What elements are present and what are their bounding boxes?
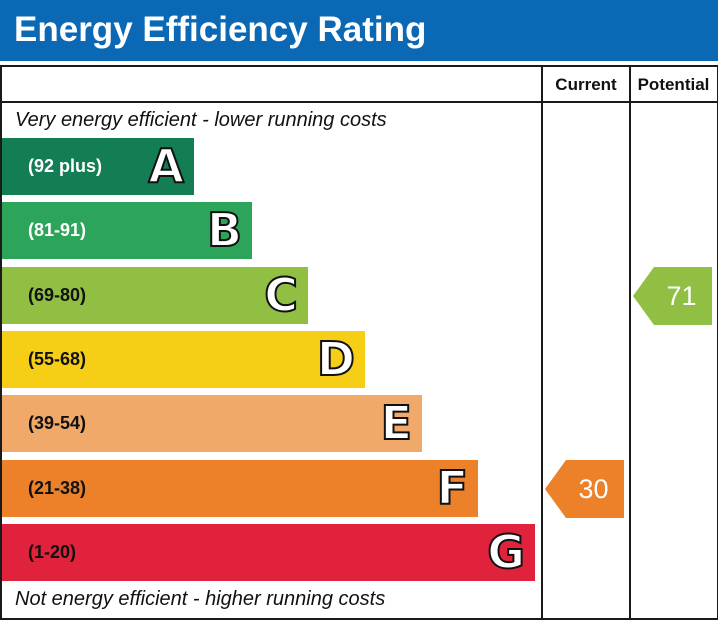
- potential-column-divider: [629, 65, 631, 620]
- current-rating-marker: 30: [545, 460, 624, 518]
- header-divider: [0, 101, 718, 103]
- band-range-label: (39-54): [28, 413, 87, 433]
- band-a: (92 plus) A: [2, 138, 194, 195]
- band-range-label: (69-80): [28, 285, 87, 305]
- current-rating-value: 30: [578, 474, 609, 504]
- band-letter: B: [206, 202, 243, 258]
- band-range-label: (55-68): [28, 349, 87, 369]
- band-letter: E: [380, 395, 413, 451]
- band-range-label: (1-20): [28, 542, 77, 562]
- top-note: Very energy efficient - lower running co…: [15, 109, 387, 131]
- potential-column-header: Potential: [637, 75, 710, 94]
- current-column-divider: [541, 65, 543, 620]
- potential-rating-marker: 71: [633, 267, 712, 325]
- current-marker-shape: [545, 460, 624, 518]
- band-letter: D: [316, 331, 356, 387]
- band-letter: C: [263, 267, 299, 323]
- band-b: (81-91) B: [2, 202, 252, 259]
- potential-rating-value: 71: [666, 281, 697, 311]
- current-column-header: Current: [555, 75, 617, 94]
- band-range-label: (21-38): [28, 478, 87, 498]
- band-letter: A: [147, 138, 185, 194]
- band-f: (21-38) F: [2, 460, 478, 517]
- band-d: (55-68) D: [2, 331, 365, 388]
- title-bar: Energy Efficiency Rating: [0, 0, 718, 61]
- potential-marker-arrow: [633, 267, 712, 325]
- chart-title: Energy Efficiency Rating: [14, 10, 427, 49]
- potential-marker-shape: [633, 267, 712, 325]
- band-c: (69-80) C: [2, 267, 308, 324]
- band-e: (39-54) E: [2, 395, 422, 452]
- band-g: (1-20) G: [2, 524, 535, 581]
- current-marker-arrow: [545, 460, 624, 518]
- bottom-note: Not energy efficient - higher running co…: [15, 588, 386, 610]
- band-range-label: (81-91): [28, 220, 87, 240]
- band-letter: F: [436, 460, 469, 516]
- band-letter: G: [486, 524, 526, 580]
- band-range-label: (92 plus): [28, 156, 103, 176]
